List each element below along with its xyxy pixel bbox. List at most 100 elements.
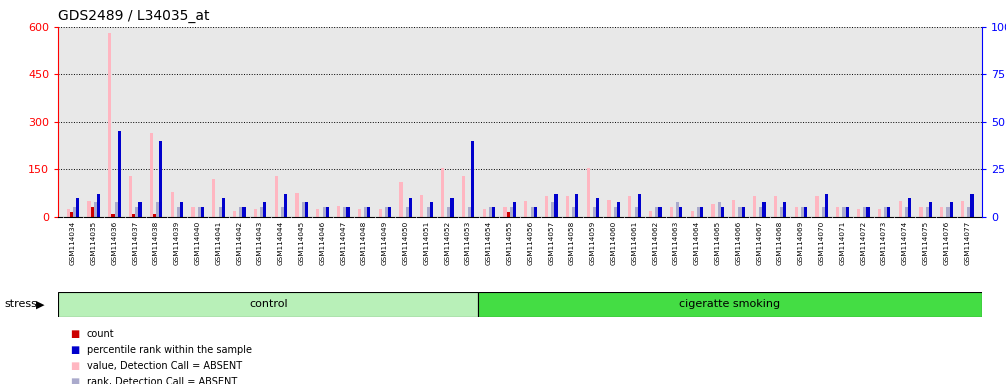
Bar [201, 207, 204, 217]
Bar [670, 207, 673, 217]
Bar [69, 212, 72, 217]
Text: GSM114053: GSM114053 [465, 220, 471, 265]
Bar [118, 131, 121, 217]
Text: GSM114059: GSM114059 [590, 220, 596, 265]
Bar [846, 207, 849, 217]
Bar [233, 211, 236, 217]
Text: GSM114046: GSM114046 [320, 220, 326, 265]
Bar [159, 141, 162, 217]
Bar [763, 202, 766, 217]
Bar [448, 207, 451, 217]
Bar [968, 207, 971, 217]
Bar [507, 212, 510, 217]
Bar [753, 196, 757, 217]
Bar [554, 194, 557, 217]
Bar [129, 176, 132, 217]
Bar [878, 209, 881, 217]
Bar [427, 207, 430, 217]
Bar [343, 207, 346, 217]
Text: GSM114034: GSM114034 [69, 220, 75, 265]
Text: ■: ■ [70, 361, 79, 371]
Text: GSM114056: GSM114056 [527, 220, 533, 265]
Text: GSM114073: GSM114073 [881, 220, 887, 265]
Bar [575, 194, 578, 217]
Bar [691, 211, 694, 217]
Bar [358, 209, 361, 217]
Bar [898, 201, 901, 217]
Text: GSM114068: GSM114068 [777, 220, 783, 265]
Bar [323, 207, 326, 217]
Bar [679, 207, 682, 217]
Bar [596, 198, 600, 217]
Bar [326, 207, 329, 217]
Bar [364, 207, 367, 217]
Text: GSM114063: GSM114063 [673, 220, 679, 265]
Text: GSM114062: GSM114062 [652, 220, 658, 265]
Text: GSM114055: GSM114055 [507, 220, 513, 265]
Bar [302, 202, 305, 217]
Bar [261, 207, 264, 217]
Bar [822, 207, 825, 217]
Text: GSM114045: GSM114045 [299, 220, 305, 265]
Bar [700, 207, 703, 217]
Text: rank, Detection Call = ABSENT: rank, Detection Call = ABSENT [87, 377, 236, 384]
Bar [378, 209, 382, 217]
Bar [72, 207, 76, 217]
Bar [649, 211, 652, 217]
Bar [88, 201, 91, 217]
Bar [153, 214, 156, 217]
Text: GSM114041: GSM114041 [215, 220, 221, 265]
Bar [658, 207, 662, 217]
Bar [741, 207, 744, 217]
Bar [513, 202, 516, 217]
Bar [58, 292, 478, 317]
Bar [565, 196, 569, 217]
Text: GSM114071: GSM114071 [839, 220, 845, 265]
Bar [135, 207, 139, 217]
Bar [421, 195, 424, 217]
Bar [510, 207, 513, 217]
Text: GSM114054: GSM114054 [486, 220, 492, 265]
Bar [836, 207, 839, 217]
Bar [337, 206, 340, 217]
Text: GSM114075: GSM114075 [923, 220, 929, 265]
Bar [97, 194, 100, 217]
Bar [887, 207, 890, 217]
Bar [408, 198, 411, 217]
Text: stress: stress [4, 299, 37, 310]
Text: ■: ■ [70, 345, 79, 355]
Text: GSM114040: GSM114040 [195, 220, 201, 265]
Text: GSM114067: GSM114067 [757, 220, 763, 265]
Bar [212, 179, 215, 217]
Bar [156, 202, 159, 217]
Bar [863, 207, 866, 217]
Bar [545, 196, 548, 217]
Bar [593, 207, 596, 217]
Text: cigeratte smoking: cigeratte smoking [679, 299, 781, 310]
Bar [191, 207, 194, 217]
Bar [614, 207, 617, 217]
Bar [961, 201, 964, 217]
Text: ■: ■ [70, 329, 79, 339]
Text: percentile rank within the sample: percentile rank within the sample [87, 345, 252, 355]
Bar [66, 209, 69, 217]
Bar [316, 209, 319, 217]
Text: GSM114077: GSM114077 [965, 220, 971, 265]
Text: GSM114057: GSM114057 [548, 220, 554, 265]
Text: GSM114035: GSM114035 [91, 220, 97, 265]
Text: GSM114064: GSM114064 [694, 220, 700, 265]
Text: GSM114038: GSM114038 [153, 220, 159, 265]
Text: GSM114042: GSM114042 [236, 220, 242, 265]
Bar [804, 207, 807, 217]
Bar [132, 214, 135, 217]
Bar [109, 33, 112, 217]
Bar [551, 202, 554, 217]
Bar [586, 168, 590, 217]
Bar [284, 194, 287, 217]
Bar [533, 207, 537, 217]
Bar [296, 193, 299, 217]
Bar [405, 207, 408, 217]
Bar [264, 202, 267, 217]
Bar [218, 207, 221, 217]
Text: GSM114039: GSM114039 [174, 220, 180, 265]
